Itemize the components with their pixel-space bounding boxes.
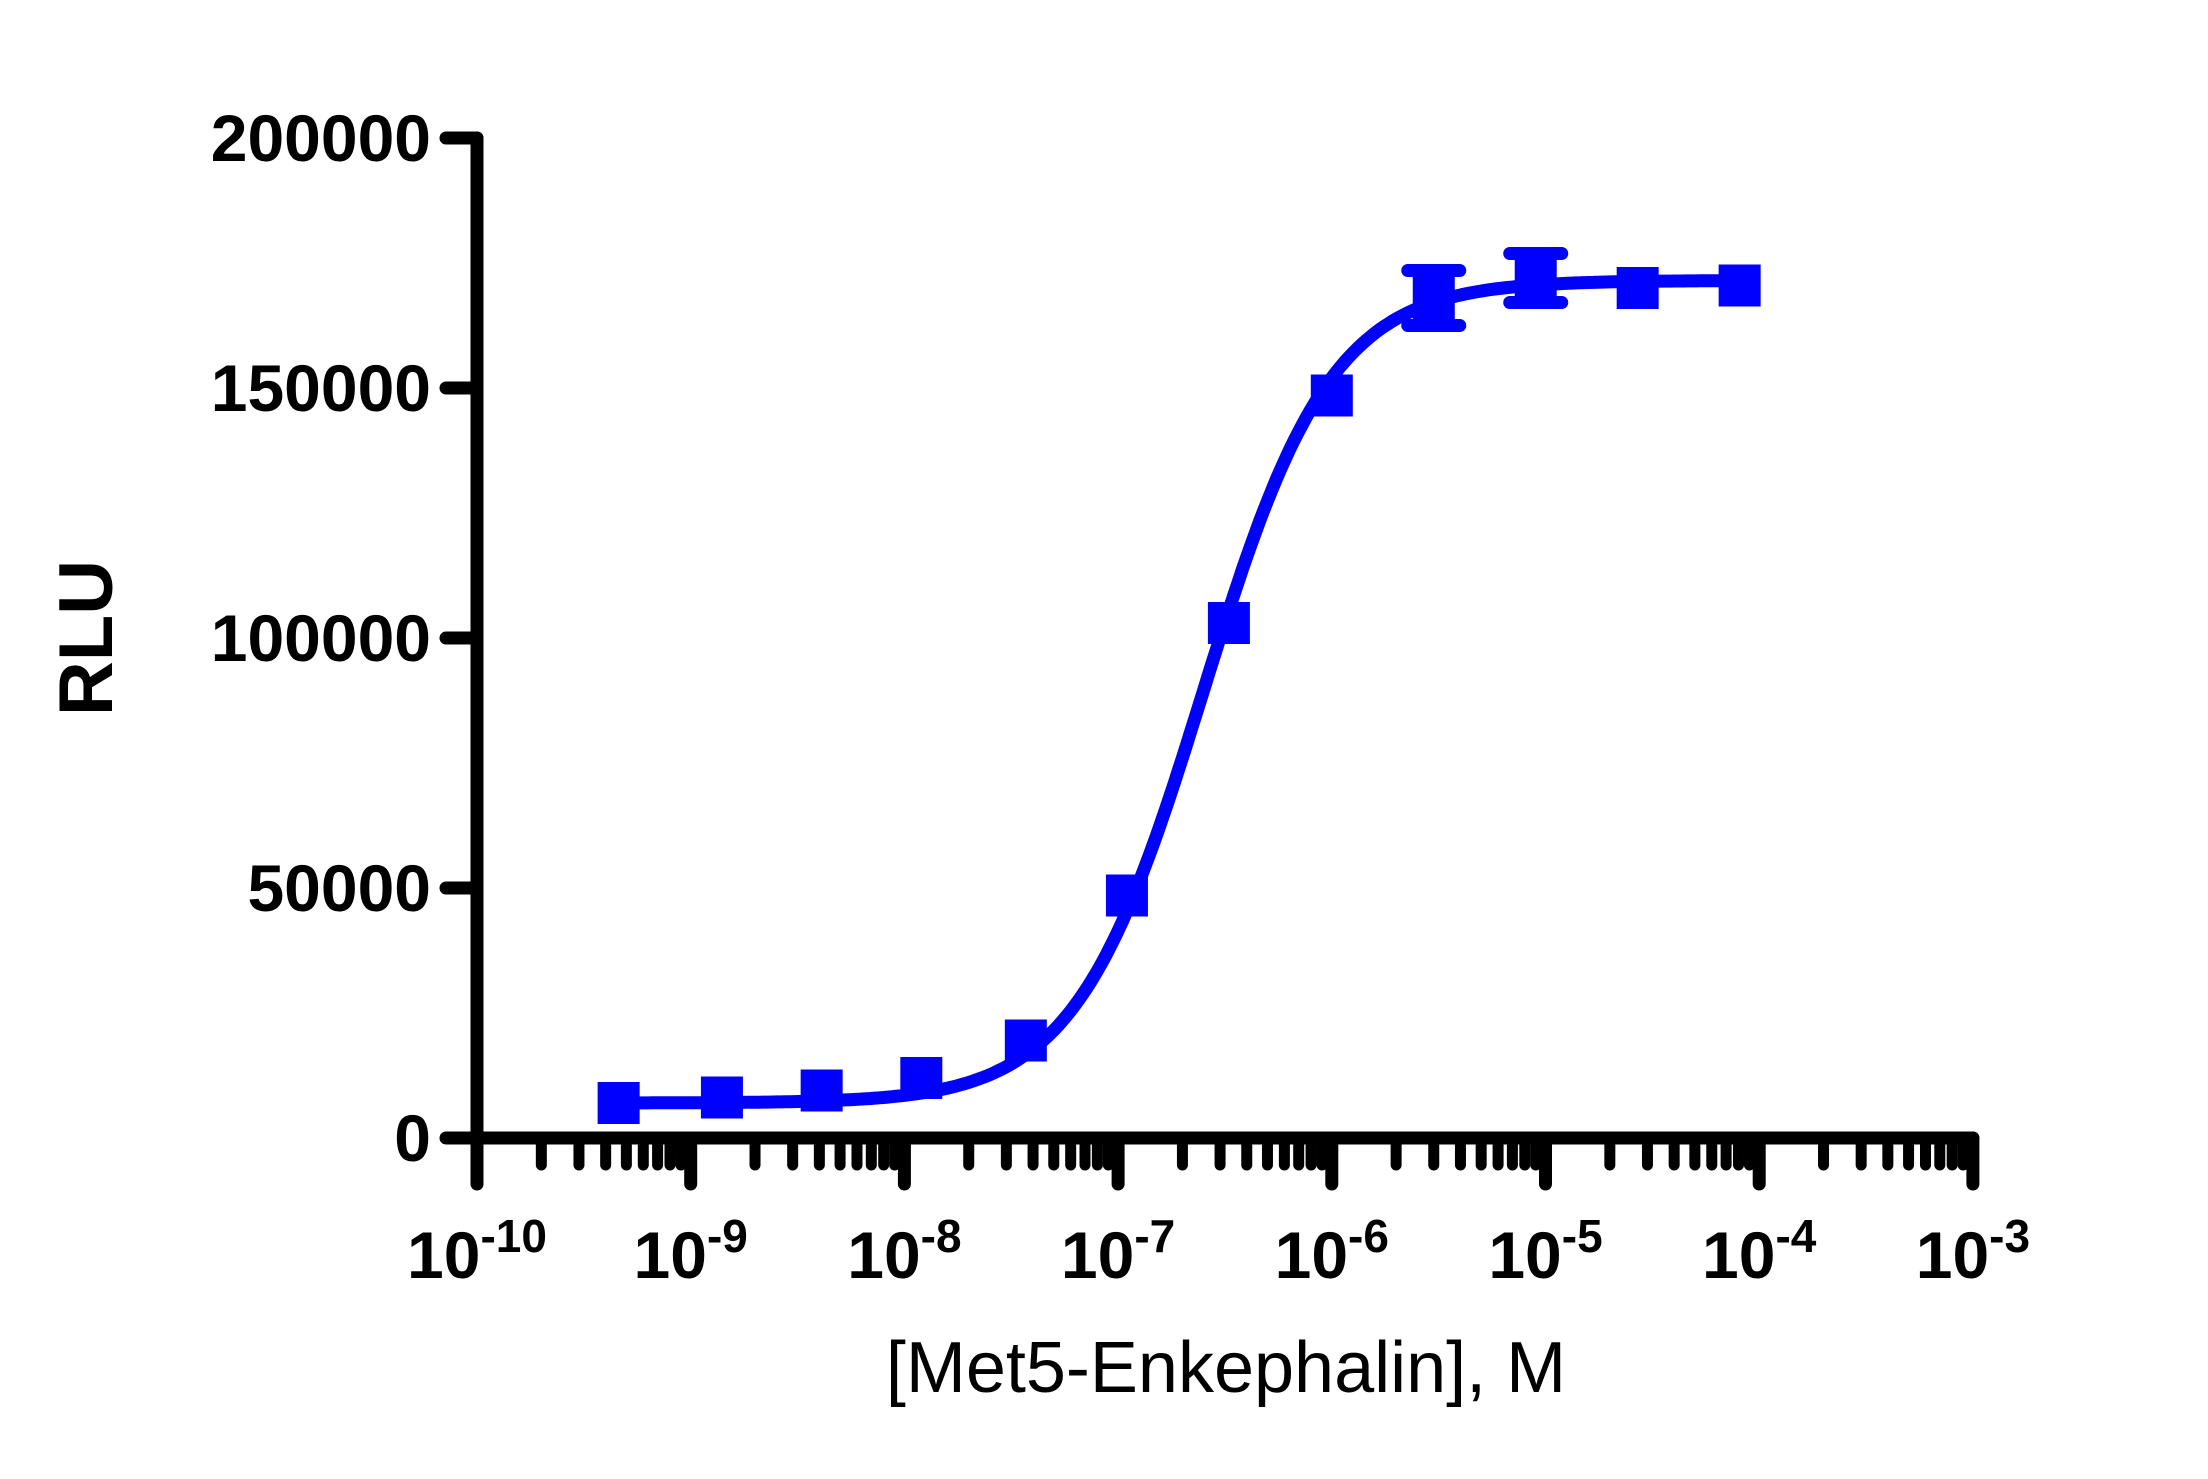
data-point <box>1616 267 1659 309</box>
y-axis: 0 50000 100000 150000 200000 <box>211 101 484 1175</box>
x-tick-label: 10-8 <box>847 1210 961 1292</box>
data-point <box>1004 1019 1047 1062</box>
x-tick-label: 10-10 <box>407 1210 547 1292</box>
x-tick-label: 10-9 <box>634 1210 748 1292</box>
data-point <box>1105 874 1148 917</box>
y-tick-label: 50000 <box>247 851 431 925</box>
data-point <box>900 1057 943 1099</box>
x-axis: 10-10 10-9 10-8 10-7 10-6 10-5 10-4 10-3 <box>407 1131 2030 1292</box>
x-tick-label: 10-5 <box>1488 1210 1602 1292</box>
x-tick-label: 10-6 <box>1275 1210 1389 1292</box>
y-axis-title: RLU <box>44 560 129 716</box>
y-tick-label: 150000 <box>211 351 431 425</box>
data-point <box>1412 277 1455 319</box>
x-axis-title: [Met5-Enkephalin], M <box>886 1328 1566 1408</box>
fit-curve <box>612 274 1745 1110</box>
y-tick-label: 200000 <box>211 101 431 175</box>
x-tick-label: 10-3 <box>1916 1210 2030 1292</box>
data-point <box>800 1069 843 1112</box>
data-point <box>1718 264 1761 307</box>
data-points <box>597 257 1761 1124</box>
data-point <box>700 1076 743 1119</box>
x-tick-label: 10-4 <box>1702 1210 1817 1292</box>
data-point <box>597 1082 640 1124</box>
data-point <box>1514 257 1557 299</box>
y-tick-label: 100000 <box>211 601 431 675</box>
data-point <box>1207 602 1250 644</box>
y-tick-label: 0 <box>394 1101 431 1175</box>
x-tick-label: 10-7 <box>1061 1210 1175 1292</box>
data-point <box>1310 374 1353 417</box>
